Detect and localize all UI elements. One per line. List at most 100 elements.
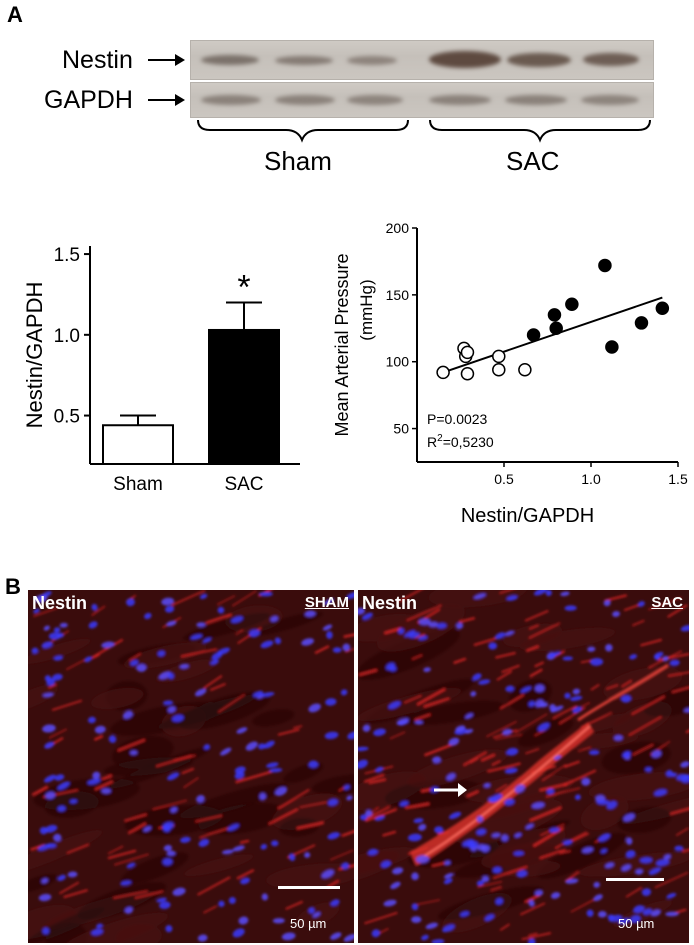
- nestin-fiber: [682, 847, 689, 853]
- nucleus: [161, 597, 175, 606]
- nucleus: [553, 755, 562, 760]
- nestin-fiber: [470, 758, 479, 764]
- nucleus: [196, 622, 206, 628]
- nestin-fiber: [403, 695, 422, 704]
- nucleus: [448, 811, 462, 820]
- nucleus: [528, 701, 536, 707]
- nucleus: [505, 685, 515, 692]
- x-tick-label: 1.5: [668, 471, 688, 487]
- nucleus: [164, 605, 175, 613]
- nucleus: [202, 637, 212, 644]
- nucleus: [373, 728, 386, 736]
- nestin-fiber: [625, 886, 643, 898]
- nucleus: [560, 591, 570, 597]
- nestin-fiber: [66, 843, 90, 855]
- nucleus: [484, 914, 495, 922]
- nucleus: [404, 630, 416, 638]
- nucleus: [633, 905, 645, 914]
- nucleus: [35, 594, 48, 603]
- nestin-fiber: [491, 760, 501, 766]
- nucleus: [126, 598, 135, 607]
- nucleus: [666, 892, 677, 899]
- blot-band: [275, 95, 335, 105]
- nestin-fiber: [525, 645, 540, 653]
- nucleus: [129, 750, 138, 756]
- nucleus: [472, 673, 482, 681]
- nucleus: [656, 859, 670, 867]
- nucleus: [564, 605, 577, 611]
- tissue-region: [182, 612, 270, 641]
- nucleus: [253, 690, 264, 698]
- nucleus: [398, 628, 405, 634]
- scatter-chart: 50 100 150 200 0.5 1.0 1.5 Mean Arterial Pressu…: [332, 220, 688, 527]
- nucleus: [491, 832, 501, 838]
- nucleus: [630, 915, 641, 924]
- nucleus: [483, 782, 491, 788]
- blot-band: [201, 55, 259, 65]
- nucleus: [501, 834, 509, 842]
- nucleus: [516, 870, 528, 878]
- nucleus: [330, 899, 340, 907]
- blot-band: [429, 51, 501, 68]
- nucleus: [198, 838, 210, 847]
- nestin-fiber: [499, 923, 510, 931]
- nucleus: [260, 843, 268, 850]
- nestin-fiber: [197, 876, 231, 896]
- nucleus: [31, 647, 39, 654]
- nestin-fiber: [365, 808, 398, 823]
- nucleus: [301, 638, 314, 646]
- nestin-blot-strip: [190, 40, 654, 80]
- nucleus: [323, 598, 335, 606]
- tissue-region: [519, 627, 616, 652]
- nestin-fiber: [205, 613, 232, 625]
- nestin-fiber: [520, 902, 546, 916]
- nucleus: [358, 759, 368, 769]
- nestin-fiber: [525, 748, 540, 755]
- nestin-fiber: [414, 633, 426, 639]
- nestin-fiber: [155, 755, 192, 768]
- nucleus: [605, 643, 613, 652]
- nucleus: [343, 933, 354, 942]
- tissue-region: [115, 923, 162, 943]
- nestin-fiber: [398, 590, 427, 603]
- nucleus: [396, 717, 409, 726]
- x-axis-label: Nestin/GAPDH: [461, 505, 594, 527]
- nestin-fiber: [590, 683, 600, 691]
- nestin-fiber: [235, 629, 244, 636]
- nucleus: [340, 689, 348, 696]
- nucleus: [680, 624, 689, 632]
- nucleus: [625, 850, 636, 858]
- nestin-fiber: [48, 683, 58, 689]
- nucleus: [130, 659, 139, 666]
- nucleus: [234, 766, 246, 774]
- nucleus: [87, 778, 101, 785]
- nestin-fiber: [293, 725, 303, 729]
- nestin-fiber: [152, 799, 188, 810]
- nucleus: [45, 791, 56, 800]
- nestin-fiber: [541, 764, 567, 782]
- y-tick-label: 50: [393, 421, 409, 437]
- nestin-fiber: [685, 719, 689, 734]
- nucleus: [425, 922, 439, 930]
- nestin-fiber: [647, 596, 682, 611]
- nestin-fiber: [492, 865, 528, 880]
- nucleus: [462, 839, 475, 847]
- nestin-fiber: [384, 627, 402, 635]
- arrow-icon: [434, 783, 467, 797]
- tissue-region: [402, 700, 504, 726]
- nucleus: [120, 880, 132, 886]
- nucleus: [38, 893, 52, 902]
- nucleus: [330, 932, 342, 940]
- blot-band: [507, 53, 571, 67]
- nucleus: [546, 788, 555, 795]
- nucleus: [596, 800, 610, 805]
- sac-micrograph: Nestin SAC 50 µm: [358, 590, 689, 943]
- blot-band: [583, 53, 639, 66]
- x-tick-label: SAC: [224, 474, 263, 495]
- nucleus: [170, 806, 178, 813]
- sham-data-point: [518, 362, 532, 377]
- nucleus: [325, 698, 337, 706]
- nucleus: [101, 641, 115, 649]
- nestin-fiber: [91, 605, 106, 616]
- nucleus: [304, 852, 311, 858]
